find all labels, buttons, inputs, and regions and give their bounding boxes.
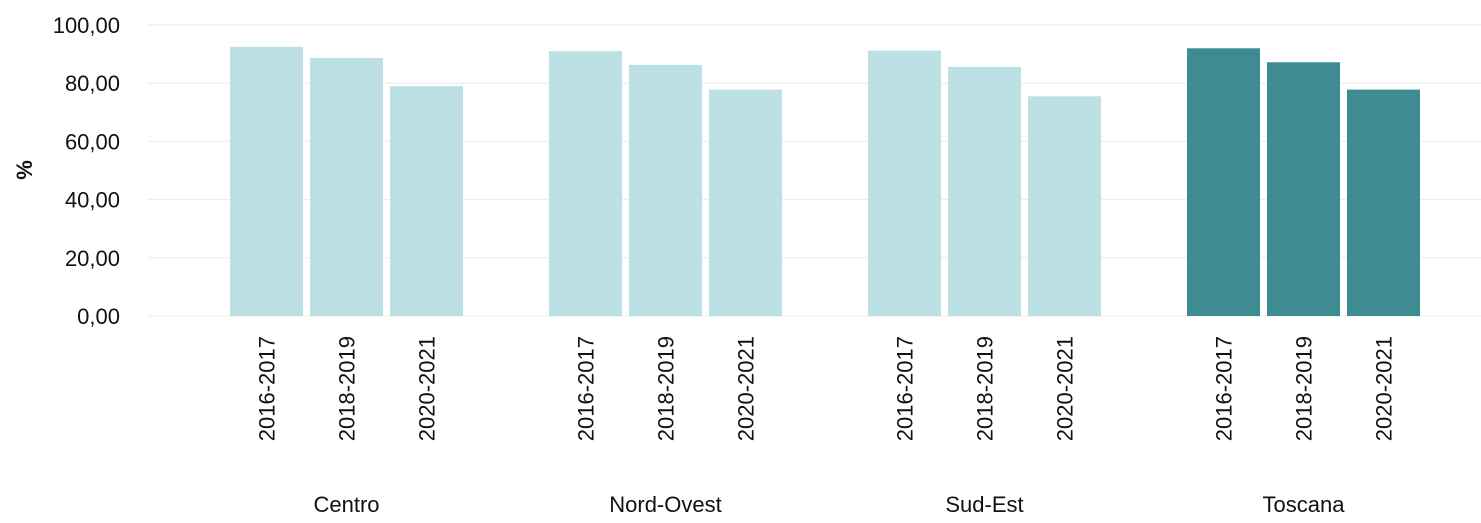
y-axis-title: %: [12, 160, 37, 180]
y-tick-label: 20,00: [65, 246, 120, 271]
x-tick-label: 2018-2019: [973, 336, 998, 441]
x-tick-label: 2018-2019: [654, 336, 679, 441]
bar: [1347, 89, 1420, 317]
bar: [390, 86, 463, 316]
x-axis-ticks: 2016-2017 2018-2019 2020-2021 2016-2017 2018…: [255, 336, 1397, 441]
y-tick-label: 0,00: [77, 304, 120, 329]
bar: [549, 51, 622, 316]
y-tick-label: 100,00: [53, 13, 120, 38]
bar: [629, 64, 702, 316]
y-tick-label: 40,00: [65, 188, 120, 213]
bar: [1187, 48, 1260, 316]
bar: [1267, 62, 1340, 316]
y-tick-label: 80,00: [65, 71, 120, 96]
x-tick-label: 2016-2017: [893, 336, 918, 441]
y-axis-ticks: 0,00 20,00 40,00 60,00 80,00 100,00: [53, 13, 120, 329]
x-tick-label: 2016-2017: [574, 336, 599, 441]
y-tick-label: 60,00: [65, 129, 120, 154]
x-tick-label: 2020-2021: [415, 336, 440, 441]
group-labels: Centro Nord-Ovest Sud-Est Toscana: [313, 492, 1345, 517]
group-label: Centro: [313, 492, 379, 517]
x-tick-label: 2020-2021: [1053, 336, 1078, 441]
x-tick-label: 2018-2019: [1292, 336, 1317, 441]
group-label: Nord-Ovest: [609, 492, 721, 517]
bar: [948, 66, 1021, 317]
bar: [1028, 96, 1101, 316]
x-tick-label: 2018-2019: [335, 336, 360, 441]
bar: [230, 46, 303, 316]
bars: [230, 46, 1420, 317]
group-label: Toscana: [1263, 492, 1346, 517]
bar: [709, 89, 782, 317]
group-label: Sud-Est: [945, 492, 1023, 517]
x-tick-label: 2016-2017: [1212, 336, 1237, 441]
bar: [868, 50, 941, 316]
bar: [310, 57, 383, 317]
x-tick-label: 2020-2021: [1372, 336, 1397, 441]
x-tick-label: 2016-2017: [255, 336, 280, 441]
x-tick-label: 2020-2021: [734, 336, 759, 441]
